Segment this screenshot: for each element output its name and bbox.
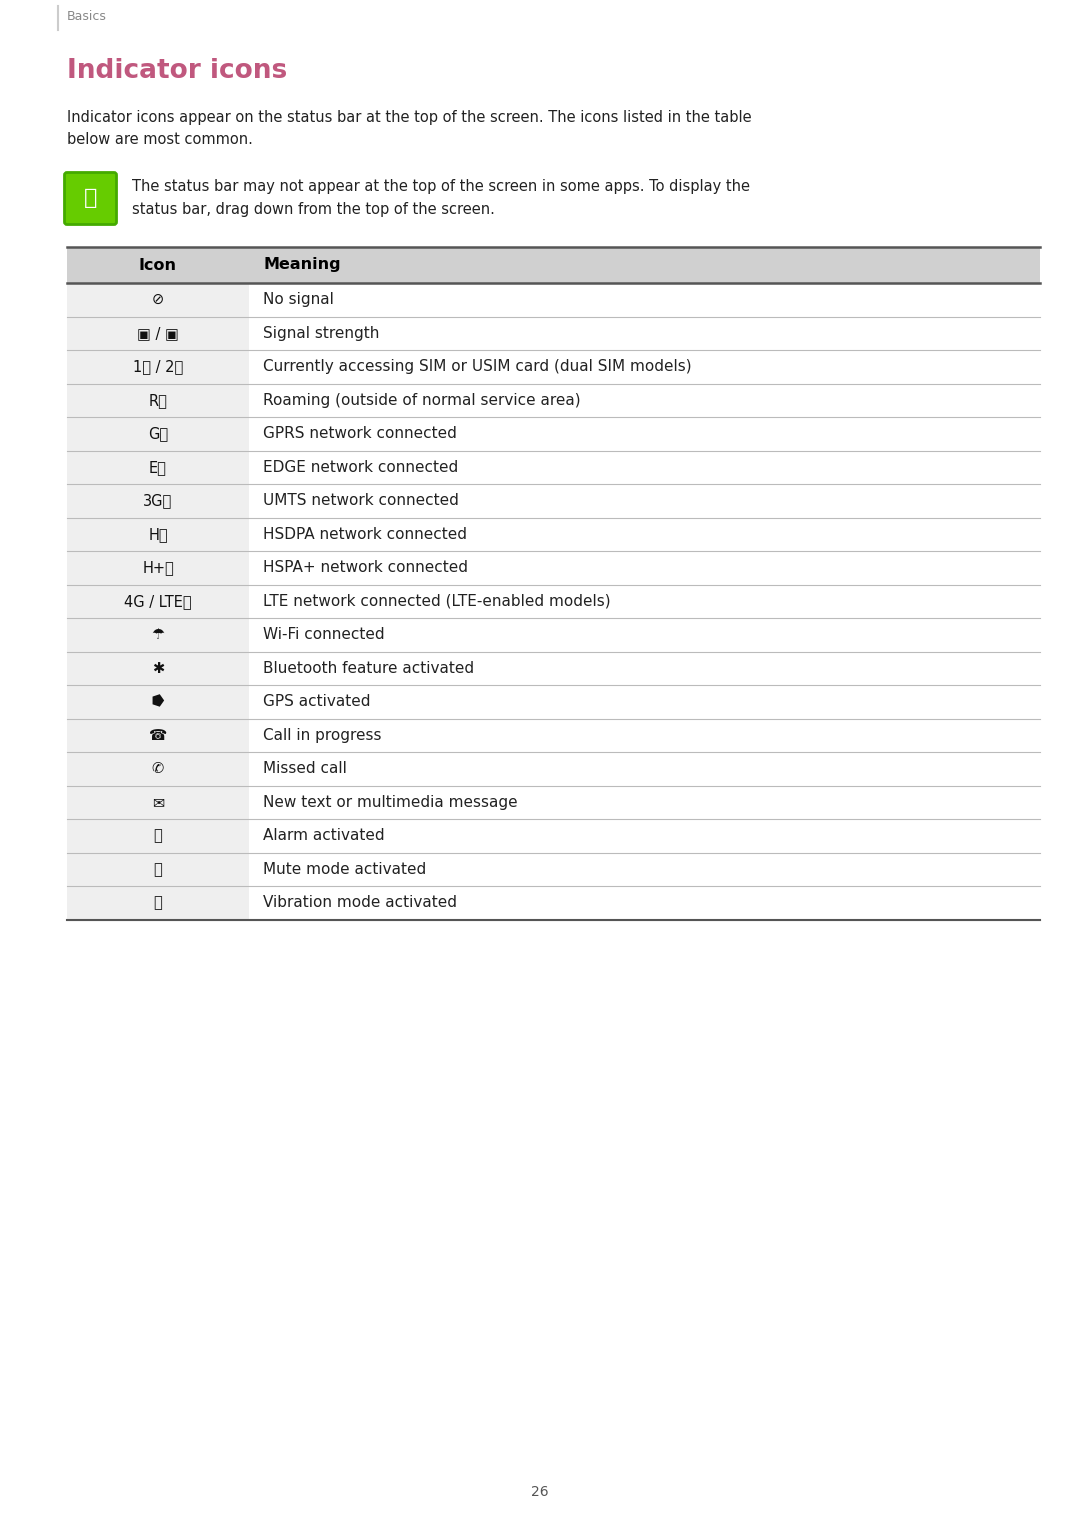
Text: GPS activated: GPS activated	[264, 695, 370, 709]
Bar	[67, 247, 1040, 282]
Bar	[249, 316, 1040, 350]
Bar	[249, 383, 1040, 417]
Bar	[249, 518, 1040, 551]
Bar	[67, 551, 249, 585]
Bar	[249, 719, 1040, 751]
Text: ⭓: ⭓	[151, 695, 164, 709]
Bar	[249, 686, 1040, 719]
Text: below are most common.: below are most common.	[67, 131, 253, 147]
Bar	[67, 785, 249, 818]
Text: Wi-Fi connected: Wi-Fi connected	[264, 628, 384, 643]
Text: R⦿: R⦿	[149, 392, 167, 408]
Text: HSDPA network connected: HSDPA network connected	[264, 527, 467, 542]
Bar	[67, 417, 249, 450]
Bar	[249, 450, 1040, 484]
Bar	[67, 316, 249, 350]
Text: ☎: ☎	[149, 728, 167, 742]
Bar	[67, 751, 249, 785]
FancyBboxPatch shape	[65, 173, 117, 224]
Text: 4G / LTE⦿: 4G / LTE⦿	[124, 594, 192, 609]
Text: The status bar may not appear at the top of the screen in some apps. To display : The status bar may not appear at the top…	[132, 179, 750, 194]
Bar	[249, 282, 1040, 316]
Text: 1⃞ / 2⃞: 1⃞ / 2⃞	[133, 359, 184, 374]
Text: Call in progress: Call in progress	[264, 728, 381, 742]
Text: Alarm activated: Alarm activated	[264, 828, 384, 843]
Bar	[67, 484, 249, 518]
Bar	[67, 618, 249, 652]
Bar	[67, 282, 249, 316]
Text: Vibration mode activated: Vibration mode activated	[264, 895, 457, 910]
Bar	[249, 585, 1040, 618]
Text: Currently accessing SIM or USIM card (dual SIM models): Currently accessing SIM or USIM card (du…	[264, 359, 691, 374]
Bar	[249, 852, 1040, 886]
Text: Signal strength: Signal strength	[264, 325, 379, 341]
Text: New text or multimedia message: New text or multimedia message	[264, 794, 517, 809]
Bar	[67, 686, 249, 719]
Text: G⦿: G⦿	[148, 426, 168, 441]
Text: Icon: Icon	[139, 258, 177, 272]
Text: 🔔: 🔔	[84, 188, 97, 209]
Bar	[67, 518, 249, 551]
Text: Indicator icons appear on the status bar at the top of the screen. The icons lis: Indicator icons appear on the status bar…	[67, 110, 752, 125]
Bar	[67, 585, 249, 618]
Text: H+⦿: H+⦿	[143, 560, 174, 576]
Bar	[249, 618, 1040, 652]
Text: Meaning: Meaning	[264, 258, 340, 272]
Bar	[249, 785, 1040, 818]
Bar	[249, 818, 1040, 852]
Text: 3G⦿: 3G⦿	[144, 493, 173, 508]
Bar	[249, 886, 1040, 919]
Bar	[67, 383, 249, 417]
Bar	[249, 551, 1040, 585]
Bar	[249, 417, 1040, 450]
Text: H⦿: H⦿	[148, 527, 167, 542]
Bar	[249, 484, 1040, 518]
Text: GPRS network connected: GPRS network connected	[264, 426, 457, 441]
Text: Roaming (outside of normal service area): Roaming (outside of normal service area)	[264, 392, 581, 408]
Text: ⊘: ⊘	[152, 292, 164, 307]
Text: ▣ / ▣: ▣ / ▣	[137, 325, 179, 341]
Text: Missed call: Missed call	[264, 762, 347, 776]
Text: Mute mode activated: Mute mode activated	[264, 861, 427, 876]
Text: HSPA+ network connected: HSPA+ network connected	[264, 560, 468, 576]
Text: ☂: ☂	[151, 628, 164, 643]
Bar	[67, 818, 249, 852]
Text: ⏰: ⏰	[153, 828, 162, 843]
Text: UMTS network connected: UMTS network connected	[264, 493, 459, 508]
Text: ✉: ✉	[152, 794, 164, 809]
Text: EDGE network connected: EDGE network connected	[264, 460, 458, 475]
Bar	[67, 350, 249, 383]
Text: No signal: No signal	[264, 292, 334, 307]
Bar	[67, 450, 249, 484]
Text: 🔕: 🔕	[153, 861, 162, 876]
Bar	[249, 350, 1040, 383]
Bar	[67, 719, 249, 751]
Text: Indicator icons: Indicator icons	[67, 58, 287, 84]
Text: LTE network connected (LTE-enabled models): LTE network connected (LTE-enabled model…	[264, 594, 610, 609]
Text: ✆: ✆	[152, 762, 164, 776]
Text: 📳: 📳	[153, 895, 162, 910]
Bar	[249, 652, 1040, 686]
Text: 26: 26	[531, 1484, 549, 1500]
Text: E⦿: E⦿	[149, 460, 167, 475]
Bar	[249, 751, 1040, 785]
Bar	[67, 652, 249, 686]
Text: ✱: ✱	[152, 661, 164, 676]
Text: status bar, drag down from the top of the screen.: status bar, drag down from the top of th…	[132, 202, 495, 217]
Bar	[67, 886, 249, 919]
Bar	[67, 852, 249, 886]
Text: Basics: Basics	[67, 11, 107, 23]
Text: Bluetooth feature activated: Bluetooth feature activated	[264, 661, 474, 676]
